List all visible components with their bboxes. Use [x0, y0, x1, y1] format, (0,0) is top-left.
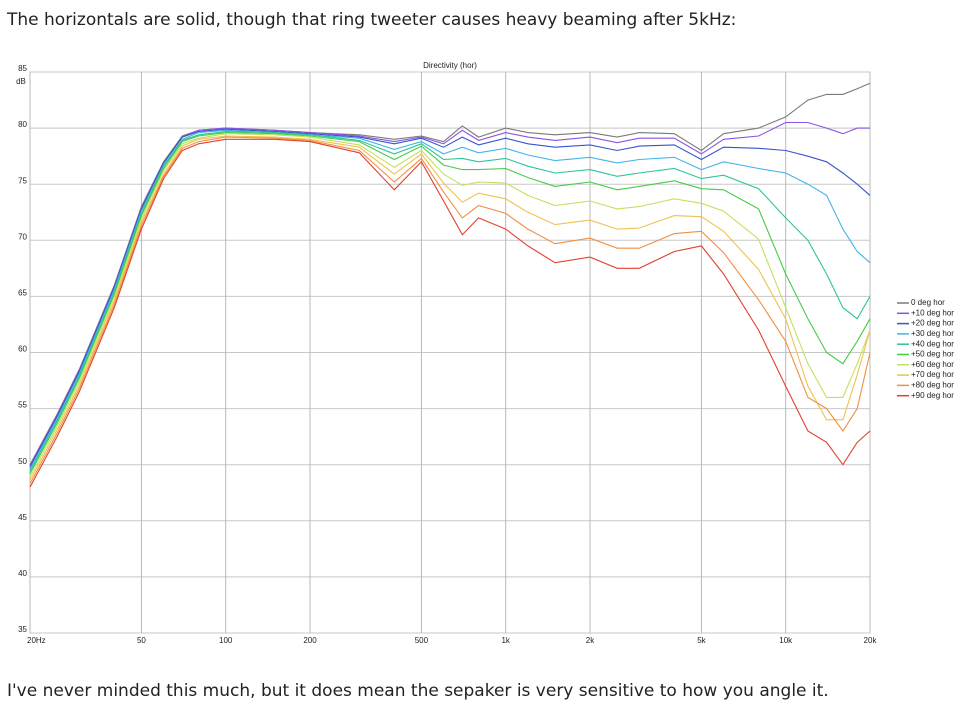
x-tick-label: 2k — [586, 636, 595, 645]
chart-title: Directivity (hor) — [423, 61, 477, 70]
x-tick-label: 200 — [303, 636, 317, 645]
y-tick-label: 75 — [18, 176, 27, 185]
y-tick-label: 85 — [18, 64, 27, 73]
series-line — [29, 132, 871, 474]
series-line — [29, 138, 871, 488]
x-tick-label: 20k — [864, 636, 878, 645]
x-tick-label: 100 — [219, 636, 233, 645]
chart: Directivity (hor) dB 35 40 45 50 55 60 65 70 75 8… — [16, 61, 954, 645]
legend-label: +20 deg hor — [911, 319, 954, 328]
series-line — [29, 129, 871, 470]
y-tick-label: 50 — [18, 457, 27, 466]
x-tick-label: 1k — [501, 636, 510, 645]
series-line — [29, 136, 871, 485]
series-line — [29, 133, 871, 478]
y-tick-label: 70 — [18, 232, 27, 241]
legend-label: +90 deg hor — [911, 391, 954, 400]
legend-label: 0 deg hor — [911, 298, 945, 307]
post-intro: The horizontals are solid, though that r… — [7, 10, 737, 30]
post-outro: I've never minded this much, but it does… — [7, 681, 829, 701]
y-tick-label: 80 — [18, 120, 27, 129]
y-tick-label: 40 — [18, 569, 27, 578]
legend-label: +70 deg hor — [911, 370, 954, 379]
x-tick-label: 10k — [779, 636, 793, 645]
series-line — [29, 128, 871, 468]
x-tick-label: 50 — [137, 636, 146, 645]
legend-label: +30 deg hor — [911, 329, 954, 338]
legend-label: +60 deg hor — [911, 360, 954, 369]
legend-label: +40 deg hor — [911, 339, 954, 348]
y-axis-label: dB — [16, 77, 26, 86]
series-line — [29, 82, 871, 465]
legend-label: +50 deg hor — [911, 350, 954, 359]
legend-label: +80 deg hor — [911, 381, 954, 390]
y-tick-label: 55 — [18, 401, 27, 410]
y-tick-label: 35 — [18, 625, 27, 634]
x-tick-label: 20Hz — [27, 636, 46, 645]
series-line — [29, 130, 871, 472]
x-tick-label: 5k — [697, 636, 706, 645]
legend-label: +10 deg hor — [911, 308, 954, 317]
y-tick-label: 60 — [18, 345, 27, 354]
y-tick-label: 45 — [18, 513, 27, 522]
y-tick-label: 65 — [18, 289, 27, 298]
x-tick-label: 500 — [415, 636, 429, 645]
series-line — [29, 135, 871, 481]
